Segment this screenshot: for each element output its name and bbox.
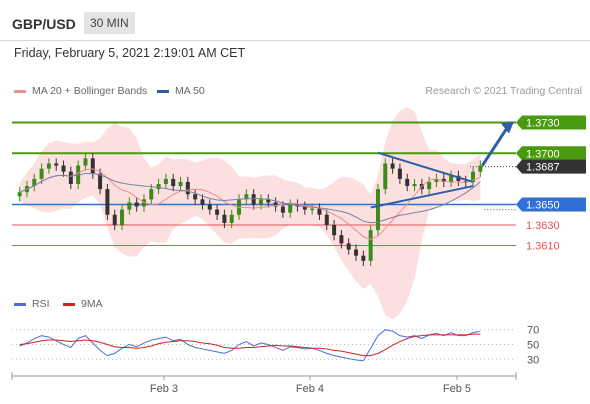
rsi-line xyxy=(19,329,481,362)
projection-arrowhead xyxy=(501,121,514,134)
rsi-tick-label: 30 xyxy=(527,354,539,366)
candle-body xyxy=(222,214,227,223)
level-label-1.3730: 1.3730 xyxy=(526,118,560,130)
legend-ma20: MA 20 + Bollinger Bands xyxy=(14,85,147,97)
candle-body xyxy=(339,235,344,244)
legend-rsi: RSI xyxy=(14,298,50,310)
candle-body xyxy=(310,208,315,211)
currency-pair: GBP/USD xyxy=(12,16,76,32)
candle-body xyxy=(354,249,359,256)
candle-body xyxy=(449,175,454,182)
legend-ma50: MA 50 xyxy=(157,85,205,97)
candle-body xyxy=(412,184,417,187)
rsi-ma-line xyxy=(19,333,481,357)
chart-header: GBP/USD 30 MIN xyxy=(0,0,590,41)
candle-body xyxy=(207,204,212,210)
projection-arrow xyxy=(481,125,510,167)
candle-body xyxy=(390,163,395,169)
candle-body xyxy=(405,178,410,187)
candle-body xyxy=(258,199,263,205)
candle-body xyxy=(478,165,483,172)
candle-body xyxy=(215,209,220,215)
x-tick-label: Feb 4 xyxy=(296,383,324,395)
candle-body xyxy=(368,230,373,261)
candle-body xyxy=(54,163,59,166)
candle-body xyxy=(434,178,439,182)
candle-body xyxy=(361,255,366,261)
candle-body xyxy=(68,171,73,184)
candle-body xyxy=(302,206,307,210)
candle-body xyxy=(273,202,278,207)
candle-body xyxy=(200,199,205,205)
candle-body xyxy=(83,158,88,166)
candle-body xyxy=(383,163,388,190)
credit-text: Research © 2021 Trading Central xyxy=(425,85,582,97)
candle-body xyxy=(441,178,446,182)
timeframe-button[interactable]: 30 MIN xyxy=(84,12,135,34)
x-tick-label: Feb 5 xyxy=(443,383,471,395)
candle-body xyxy=(171,178,176,187)
legend-ma50-label: MA 50 xyxy=(175,85,205,97)
legend-ma20-label: MA 20 + Bollinger Bands xyxy=(32,85,148,97)
candle-body xyxy=(324,214,329,225)
candle-body xyxy=(229,214,234,223)
candle-body xyxy=(280,206,285,213)
legend-9ma-label: 9MA xyxy=(81,298,103,310)
candle-body xyxy=(156,184,161,190)
candle-body xyxy=(332,224,337,236)
candle-body xyxy=(178,181,183,187)
level-label-bg-1.3687 xyxy=(516,159,586,174)
level-label-bg-1.3700 xyxy=(516,146,586,161)
candle-body xyxy=(244,194,249,200)
pattern-lower-line xyxy=(370,185,474,209)
level-label-1.3687: 1.3687 xyxy=(526,162,560,174)
legend-rsi-swatch xyxy=(14,302,26,306)
candle-body xyxy=(90,158,95,174)
bollinger-band xyxy=(19,107,481,320)
candle-body xyxy=(427,181,432,190)
candle-body xyxy=(185,181,190,195)
rsi-tick-label: 70 xyxy=(527,325,539,337)
candle-body xyxy=(149,189,154,200)
candle-body xyxy=(120,209,125,225)
candle-body xyxy=(375,189,380,231)
level-label-1.3630: 1.3630 xyxy=(526,220,560,232)
candle-body xyxy=(193,194,198,200)
timestamp: Friday, February 5, 2021 2:19:01 AM CET xyxy=(14,46,246,60)
candle-body xyxy=(17,192,22,197)
candle-body xyxy=(471,171,476,182)
candle-body xyxy=(134,202,139,207)
legend-9ma-swatch xyxy=(63,302,75,306)
candle-body xyxy=(346,243,351,250)
rsi-tick-label: 50 xyxy=(527,340,539,352)
candle-body xyxy=(317,208,322,215)
candle-body xyxy=(251,194,256,205)
x-tick-label: Feb 3 xyxy=(150,383,178,395)
legend-9ma: 9MA xyxy=(63,298,103,310)
level-label-1.3610: 1.3610 xyxy=(526,240,560,252)
legend-ma20-swatch xyxy=(14,89,26,93)
legend-ma50-swatch xyxy=(157,89,169,93)
candle-body xyxy=(39,168,44,179)
level-label-1.3650: 1.3650 xyxy=(526,199,560,211)
level-label-bg-1.3730 xyxy=(516,115,586,130)
level-label-1.3700: 1.3700 xyxy=(526,148,560,160)
candle-body xyxy=(266,199,271,203)
candle-body xyxy=(127,202,132,210)
pattern-upper-line xyxy=(377,151,474,183)
candle-body xyxy=(98,173,103,190)
candle-body xyxy=(288,204,293,213)
candle-body xyxy=(32,178,37,187)
ma50-line xyxy=(19,172,481,224)
legend-rsi-label: RSI xyxy=(32,298,50,310)
candle-body xyxy=(61,165,66,172)
ma20-line xyxy=(19,168,481,240)
candle-body xyxy=(397,168,402,179)
candle-body xyxy=(112,214,117,225)
candle-body xyxy=(46,163,51,169)
level-label-bg-1.3650 xyxy=(516,197,586,212)
candle-body xyxy=(163,178,168,184)
candle-body xyxy=(105,189,110,215)
